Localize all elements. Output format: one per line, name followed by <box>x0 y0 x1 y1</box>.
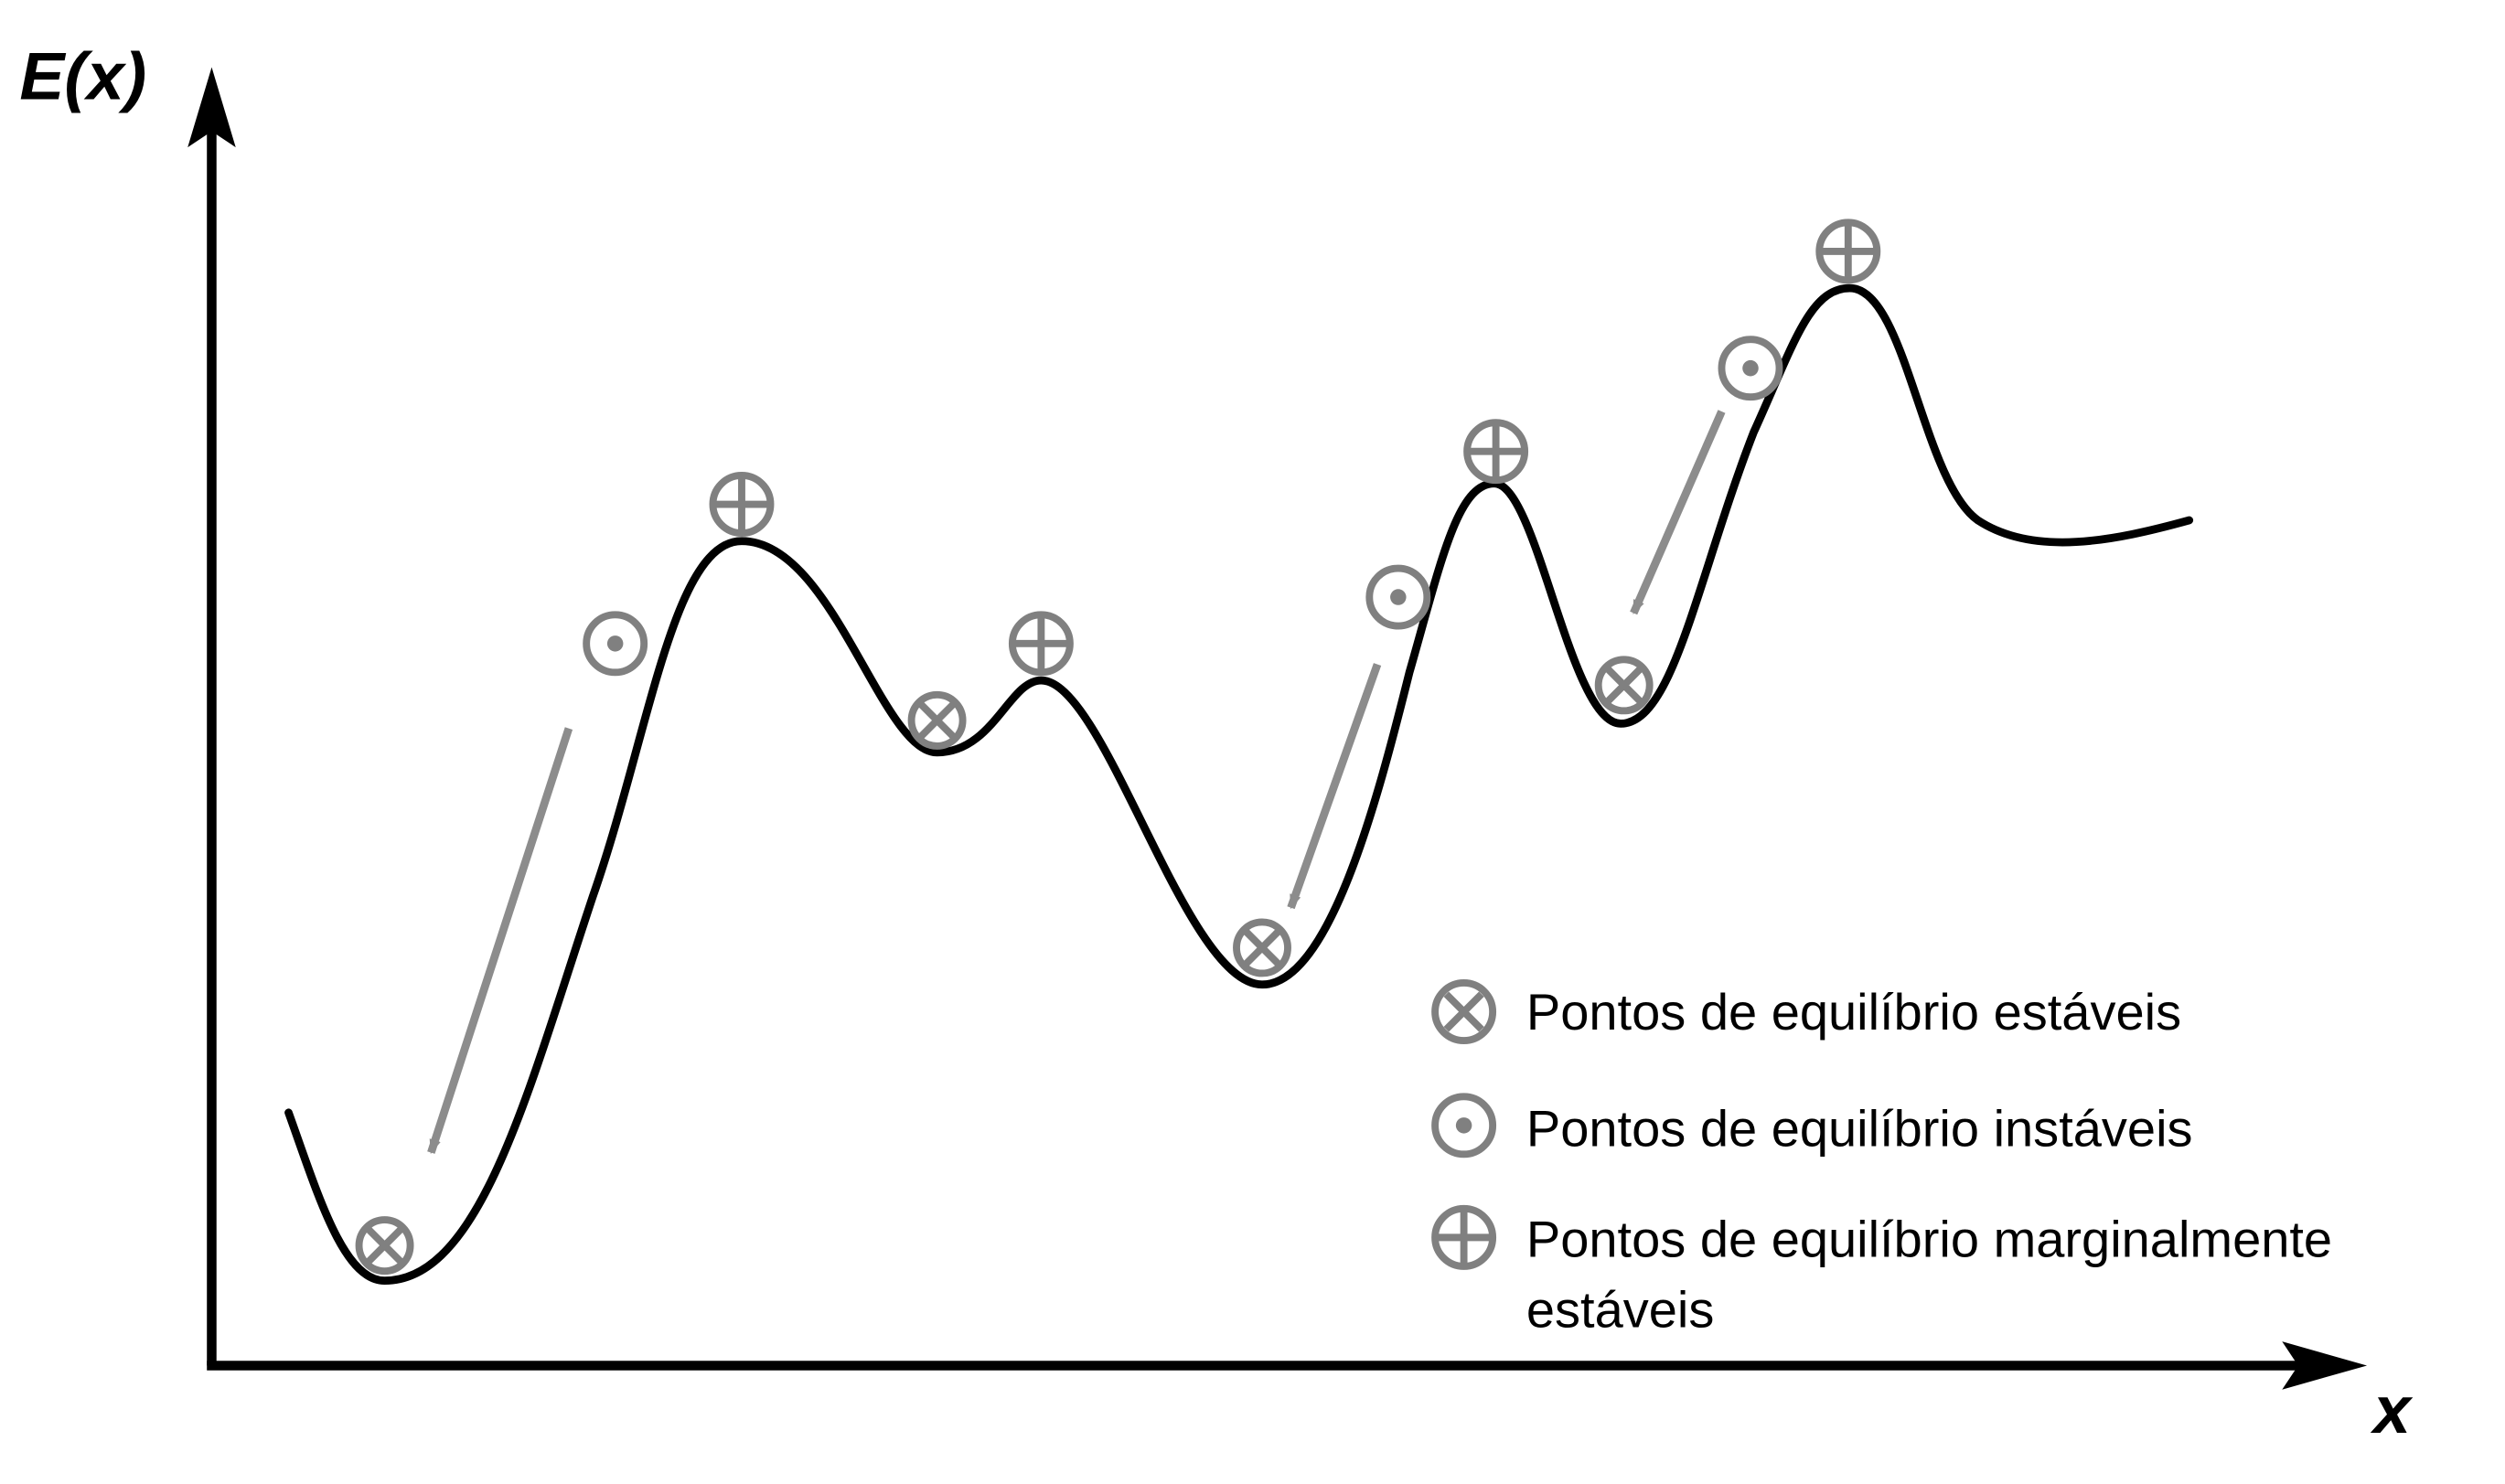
x-axis <box>207 1341 2367 1390</box>
marginal-point-marker <box>1819 222 1877 280</box>
marginal-point-marker <box>1012 614 1070 672</box>
unstable-point-marker <box>586 614 644 672</box>
stable-point-marker <box>912 695 963 746</box>
stable-point-marker <box>1599 659 1650 710</box>
legend-stable-icon <box>1435 983 1493 1041</box>
x-axis-label: x <box>2370 1372 2414 1447</box>
fall-arrow-2 <box>1291 665 1378 908</box>
y-axis <box>187 68 236 1366</box>
marginal-point-marker <box>712 475 770 533</box>
y-axis-label: E(x) <box>19 38 146 114</box>
legend-marginal-label-line2: estáveis <box>1526 1280 1715 1338</box>
legend-unstable-label: Pontos de equilíbrio instáveis <box>1526 1100 2193 1158</box>
marginal-point-marker <box>1467 422 1525 480</box>
stable-point-marker <box>1236 922 1288 973</box>
legend-stable-label: Pontos de equilíbrio estáveis <box>1526 983 2181 1041</box>
legend-unstable-icon <box>1435 1096 1493 1154</box>
legend-marginal-label-line1: Pontos de equilíbrio marginalmente <box>1526 1210 2332 1267</box>
fall-arrow-3 <box>1633 411 1721 614</box>
legend-marginal-icon <box>1435 1209 1493 1266</box>
unstable-point-marker <box>1721 339 1779 397</box>
stable-point-marker <box>359 1220 411 1271</box>
legend: Pontos de equilíbrio estáveis Pontos de … <box>1435 983 2332 1339</box>
fall-arrow-1 <box>431 729 569 1153</box>
unstable-point-marker <box>1369 569 1427 626</box>
